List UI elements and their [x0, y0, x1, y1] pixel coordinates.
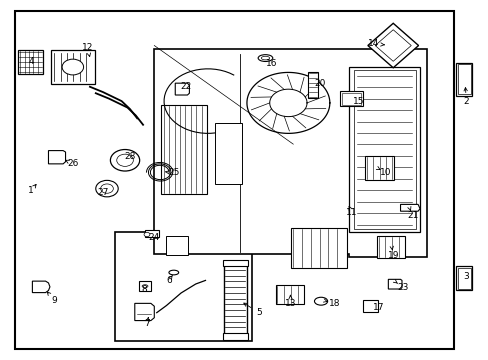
Text: 13: 13 [285, 299, 296, 308]
Polygon shape [175, 83, 189, 95]
Bar [18, 50, 43, 74]
Circle shape [144, 232, 150, 237]
Text: 2: 2 [463, 96, 468, 105]
Ellipse shape [168, 270, 178, 275]
Bar [222, 333, 247, 339]
Text: 23: 23 [396, 283, 408, 292]
Text: 6: 6 [166, 276, 171, 285]
Text: 17: 17 [372, 303, 384, 312]
Bar [339, 91, 362, 107]
Text: 11: 11 [346, 208, 357, 217]
Bar [365, 156, 393, 180]
Bar [222, 260, 247, 266]
Text: 4: 4 [28, 57, 34, 66]
Text: 5: 5 [256, 308, 262, 317]
Circle shape [110, 149, 140, 171]
Ellipse shape [258, 55, 272, 62]
Bar [145, 230, 158, 237]
Polygon shape [387, 279, 401, 289]
Circle shape [101, 184, 113, 193]
Bar [455, 63, 471, 96]
Ellipse shape [142, 285, 148, 288]
Circle shape [62, 59, 83, 75]
Bar [166, 235, 188, 255]
Bar [457, 64, 470, 94]
Text: 20: 20 [314, 79, 325, 88]
Text: 22: 22 [180, 82, 191, 91]
Bar [290, 228, 346, 268]
Polygon shape [135, 303, 154, 320]
Text: 9: 9 [51, 296, 57, 305]
Text: 24: 24 [148, 233, 160, 242]
Text: 28: 28 [124, 152, 135, 161]
Text: 26: 26 [67, 159, 79, 168]
Bar [215, 123, 242, 184]
Circle shape [96, 180, 118, 197]
Text: 19: 19 [386, 251, 398, 260]
Text: 25: 25 [168, 168, 179, 177]
Text: 12: 12 [81, 43, 93, 52]
Text: 21: 21 [406, 211, 418, 220]
Text: 14: 14 [367, 39, 379, 48]
Bar [160, 105, 206, 194]
Text: 1: 1 [28, 186, 34, 195]
Ellipse shape [261, 56, 269, 60]
Bar [223, 265, 246, 335]
Text: 7: 7 [144, 319, 149, 328]
Bar [353, 70, 415, 229]
Text: 3: 3 [463, 272, 468, 281]
Bar [363, 300, 377, 312]
Polygon shape [32, 281, 50, 293]
Bar [139, 281, 151, 291]
Polygon shape [400, 204, 419, 211]
Bar [455, 266, 471, 291]
Bar [376, 235, 405, 258]
Polygon shape [154, 49, 427, 257]
Text: 10: 10 [379, 168, 391, 177]
Text: 27: 27 [97, 188, 108, 197]
Text: 18: 18 [328, 299, 340, 308]
Bar [341, 93, 360, 105]
Circle shape [117, 154, 133, 166]
Polygon shape [48, 150, 65, 164]
Bar [51, 50, 95, 84]
Bar [348, 67, 419, 232]
Ellipse shape [314, 297, 327, 305]
Bar [457, 267, 470, 289]
Text: 16: 16 [265, 59, 277, 68]
Text: 15: 15 [353, 96, 364, 105]
Bar [275, 285, 304, 304]
Bar [307, 72, 317, 98]
Text: 8: 8 [142, 285, 147, 294]
Polygon shape [367, 23, 418, 68]
Bar [115, 232, 251, 341]
